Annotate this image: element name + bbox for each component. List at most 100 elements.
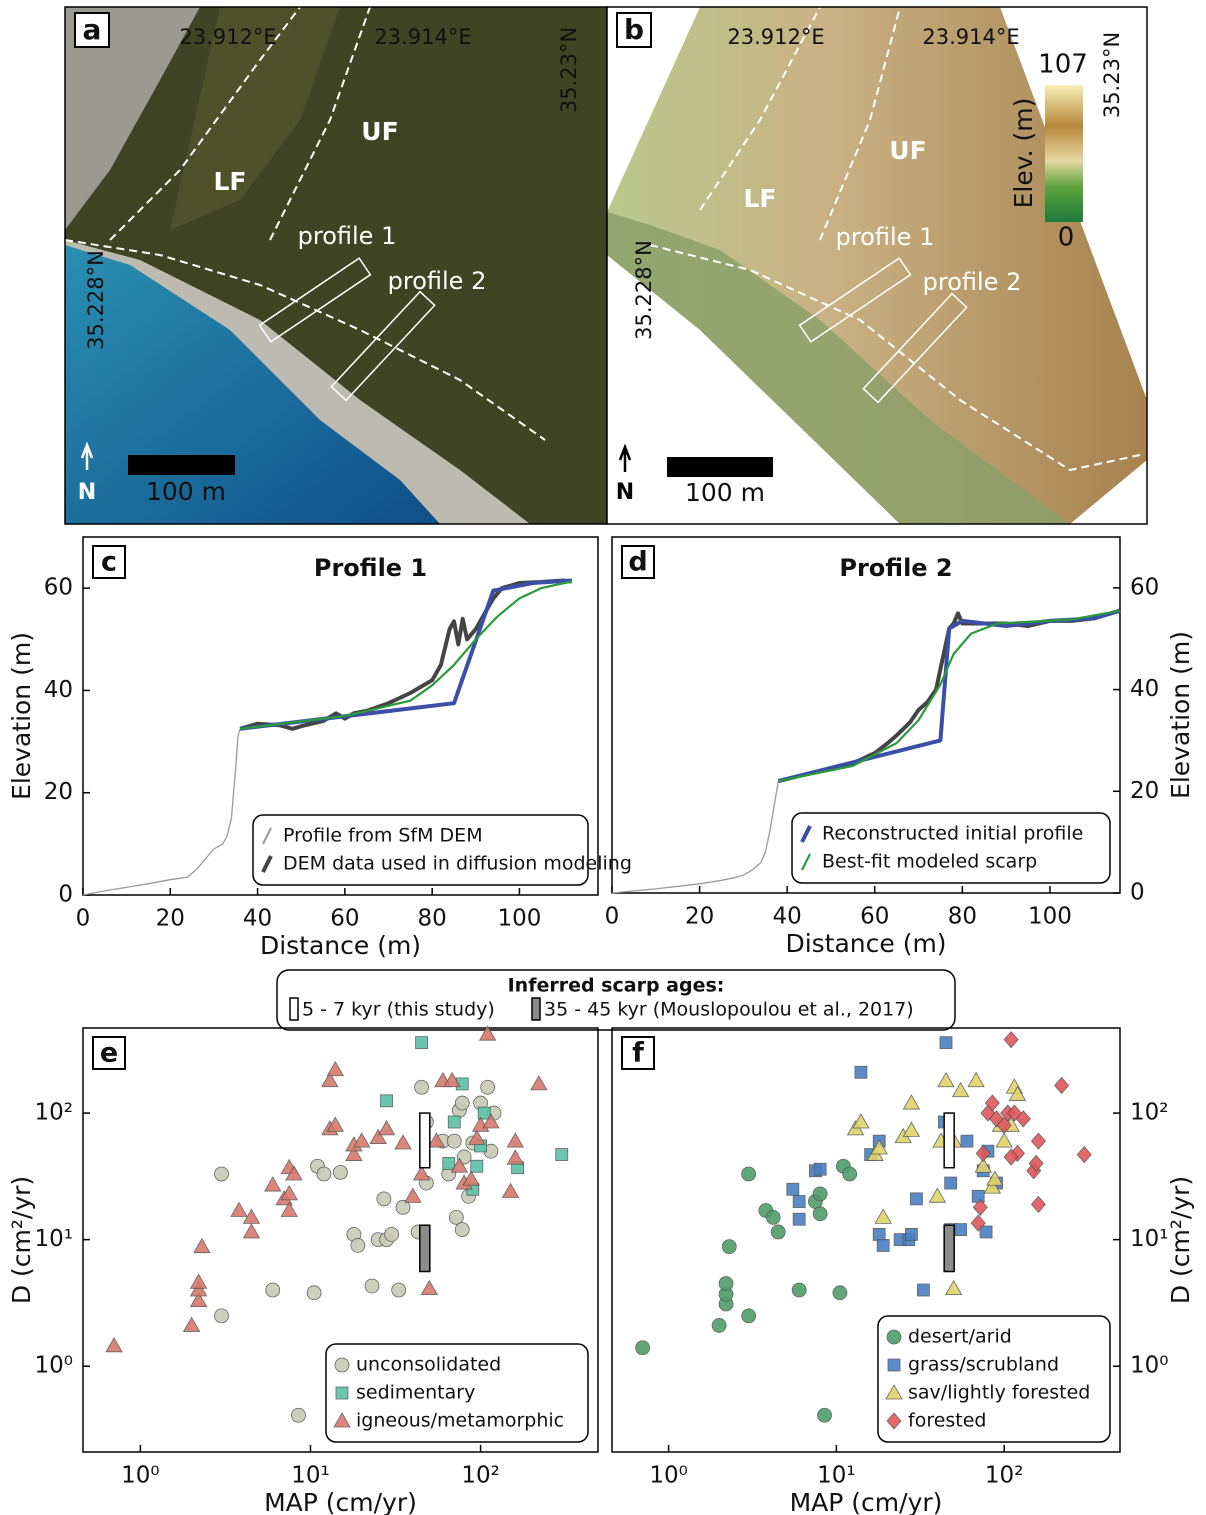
- scale-label: 100 m: [146, 477, 226, 506]
- marker: [391, 1282, 407, 1298]
- marker: [1008, 1085, 1027, 1101]
- marker: [376, 1191, 392, 1207]
- panel-letter: b: [624, 13, 644, 46]
- north-label: N: [78, 480, 96, 505]
- age-range-bar: [419, 1224, 431, 1273]
- marker: [939, 1036, 953, 1050]
- marker: [812, 1206, 828, 1222]
- marker: [721, 1239, 737, 1255]
- longitude-label: 23.914°E: [374, 25, 471, 49]
- marker: [792, 1195, 806, 1208]
- age-legend: Inferred scarp ages: 5 - 7 kyr (this stu…: [276, 969, 956, 1031]
- colorbar-max: 107: [1038, 50, 1088, 80]
- marker: [468, 1129, 486, 1145]
- legend-box: [325, 1343, 589, 1443]
- colorbar-min: 0: [1058, 223, 1075, 253]
- marker: [477, 1106, 491, 1120]
- longitude-label: 23.912°E: [179, 25, 276, 49]
- x-tick-label: 80: [418, 906, 447, 932]
- legend-label: Best-fit modeled scarp: [822, 851, 1037, 873]
- marker: [872, 1228, 886, 1241]
- marker: [970, 1214, 986, 1232]
- north-label: N: [616, 480, 634, 505]
- panel-letter: a: [83, 13, 102, 46]
- marker: [1028, 1154, 1044, 1173]
- panel-letter-box: [92, 545, 126, 579]
- marker: [984, 1094, 1000, 1112]
- legend-label: DEM data used in diffusion modeling: [283, 853, 632, 875]
- longitude-label: 23.912°E: [727, 25, 824, 49]
- profile-label: profile 1: [836, 223, 935, 251]
- marker: [414, 1079, 429, 1095]
- panel-letter-box: [92, 1036, 126, 1070]
- panel-letter: d: [628, 547, 647, 578]
- profile-line: [239, 580, 573, 730]
- marker: [711, 1318, 727, 1333]
- age-legend-title: Inferred scarp ages:: [508, 975, 725, 997]
- marker: [954, 1223, 968, 1237]
- marker: [944, 1176, 958, 1190]
- marker: [1030, 1195, 1046, 1213]
- x-tick-label: 60: [330, 906, 359, 932]
- latitude-label: 35.23°N: [1100, 32, 1124, 118]
- marker: [741, 1308, 757, 1324]
- marker: [905, 1228, 918, 1241]
- panel-letter: e: [100, 1038, 118, 1069]
- marker: [1015, 1110, 1031, 1128]
- marker: [265, 1282, 281, 1298]
- marker: [326, 1116, 345, 1132]
- marker: [193, 1237, 211, 1254]
- plot-frame: [82, 536, 599, 896]
- marker: [886, 1329, 902, 1345]
- marker: [765, 1209, 781, 1225]
- marker: [971, 1189, 985, 1203]
- marker: [910, 1192, 923, 1206]
- y-tick-label: 20: [44, 779, 73, 805]
- marker: [975, 1144, 991, 1163]
- marker: [870, 1139, 888, 1155]
- marker: [242, 1208, 261, 1224]
- marker: [415, 1036, 428, 1050]
- x-tick-label: 0: [76, 906, 91, 932]
- marker: [404, 1187, 422, 1203]
- marker: [395, 1199, 411, 1215]
- marker: [770, 1224, 786, 1240]
- x-axis-label: Distance (m): [785, 929, 946, 958]
- marker: [813, 1162, 827, 1176]
- marker: [791, 1282, 807, 1298]
- marker: [928, 1187, 947, 1203]
- profile-label: profile 2: [388, 267, 487, 295]
- marker: [280, 1185, 298, 1201]
- profile-line: [777, 608, 1121, 784]
- marker: [885, 1384, 903, 1400]
- chart-title: Profile 1: [314, 554, 427, 582]
- marker: [741, 1166, 757, 1182]
- y-tick-label: 10⁰: [35, 1353, 74, 1379]
- x-tick-label: 10²: [985, 1463, 1024, 1489]
- marker: [482, 1113, 500, 1129]
- marker: [635, 1340, 650, 1356]
- marker: [242, 1223, 261, 1239]
- unit-label: LF: [213, 167, 246, 196]
- marker: [364, 1278, 380, 1294]
- y-tick-label: 0: [1130, 880, 1145, 906]
- marker: [718, 1276, 734, 1291]
- age-legend-entry: 35 - 45 kyr (Mouslopoulou et al., 2017): [544, 999, 914, 1021]
- marker: [478, 1025, 497, 1041]
- marker: [377, 1120, 396, 1136]
- map-a-image: [64, 6, 608, 525]
- y-axis-label: D (cm²/yr): [7, 1176, 36, 1304]
- x-axis-label: Distance (m): [260, 931, 421, 960]
- marker: [951, 1081, 970, 1098]
- marker: [817, 1407, 832, 1423]
- age-range-bar: [943, 1224, 955, 1273]
- y-tick-label: 10⁰: [1130, 1353, 1169, 1379]
- profile-line: [82, 728, 241, 896]
- panel-letter-box: [621, 1036, 655, 1070]
- unit-label: UF: [361, 117, 398, 146]
- marker: [291, 1407, 306, 1423]
- x-tick-label: 100: [1028, 904, 1072, 930]
- profile-line: [777, 608, 1121, 784]
- marker: [842, 1166, 858, 1182]
